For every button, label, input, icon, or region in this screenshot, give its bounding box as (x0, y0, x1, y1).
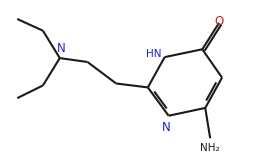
Text: O: O (214, 15, 224, 28)
Text: N: N (56, 42, 65, 55)
Text: NH₂: NH₂ (200, 143, 220, 153)
Text: N: N (162, 121, 171, 134)
Text: HN: HN (146, 49, 162, 59)
